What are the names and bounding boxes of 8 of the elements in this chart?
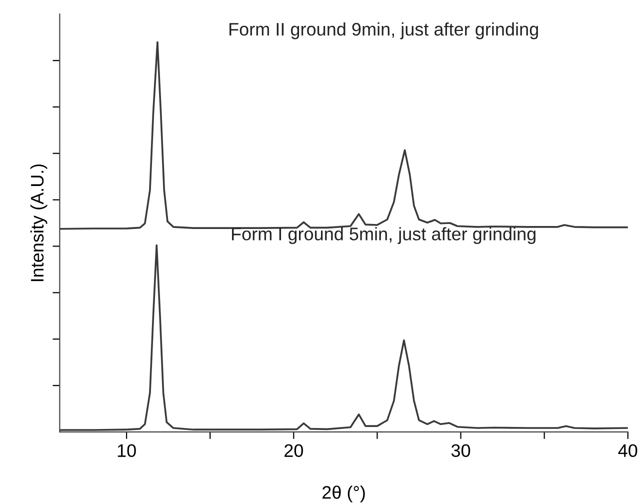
x-tick-label: 10 [118, 444, 136, 457]
text: Form II ground 9min, just after grinding [230, 22, 538, 40]
y-axis-title: Intensity (A.U.) [30, 164, 48, 282]
x-tick-label: 40 [618, 444, 638, 457]
x-tick-label: 30 [451, 444, 470, 457]
annotation: Form I ground 5min, just after grinding [232, 227, 536, 244]
x-tick-label: 20 [284, 444, 303, 457]
x-axis-title: 2θ (°) [322, 486, 365, 502]
